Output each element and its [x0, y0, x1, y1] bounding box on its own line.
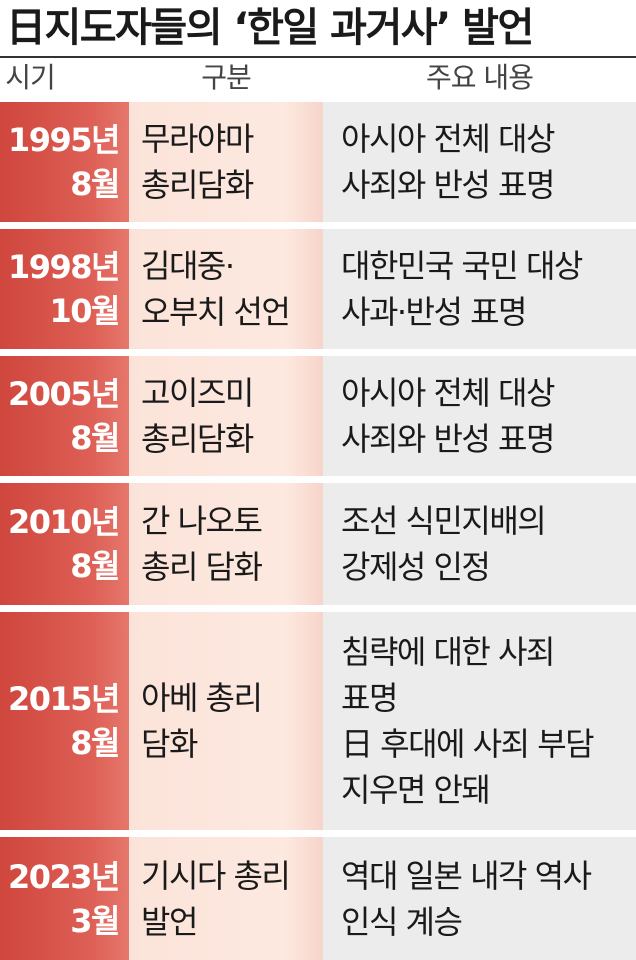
division-cell: 김대중· 오부치 선언 — [129, 229, 323, 349]
month-label: 8월 — [70, 165, 120, 203]
division-line: 아베 총리 — [141, 679, 263, 717]
content-line: 역대 일본 내각 역사 — [341, 856, 592, 895]
content-cell: 조선 식민지배의 강제성 인정 — [323, 483, 636, 605]
year-label: 2015년 — [7, 680, 121, 718]
top-rule — [0, 56, 636, 58]
division-line: 오부치 선언 — [141, 293, 291, 331]
content-line: 표명 — [341, 679, 398, 717]
content-line: 조선 식민지배의 — [341, 502, 547, 540]
content-line: 사죄와 반성 표명 — [341, 420, 555, 458]
month-label: 8월 — [70, 724, 120, 762]
date-cell: 1995년 8월 — [0, 102, 129, 222]
table-row: 2005년 8월 고이즈미 총리담화 아시아 전체 대상 사죄와 반성 표명 — [0, 356, 636, 476]
division-line: 총리담화 — [141, 166, 254, 204]
header-period: 시기 — [5, 61, 56, 94]
date-cell: 2023년 3월 — [0, 837, 129, 960]
year-label: 2023년 — [7, 857, 121, 896]
division-line: 총리 담화 — [141, 548, 263, 586]
division-cell: 고이즈미 총리담화 — [129, 356, 323, 476]
division-line: 고이즈미 — [141, 374, 254, 412]
division-cell: 무라야마 총리담화 — [129, 102, 323, 222]
division-line: 총리담화 — [141, 420, 254, 458]
month-label: 10월 — [49, 292, 121, 330]
content-line: 지우면 안돼 — [341, 771, 491, 809]
table-row: 2015년 8월 아베 총리 담화 침략에 대한 사죄 표명 日 후대에 사죄 … — [0, 612, 636, 830]
year-label: 1998년 — [7, 248, 121, 286]
year-label: 1995년 — [7, 121, 121, 159]
table-row: 2023년 3월 기시다 총리 발언 역대 일본 내각 역사 인식 계승 — [0, 837, 636, 960]
division-line: 담화 — [141, 725, 198, 763]
table-row: 1998년 10월 김대중· 오부치 선언 대한민국 국민 대상 사과·반성 표… — [0, 229, 636, 349]
division-cell: 기시다 총리 발언 — [129, 837, 323, 960]
division-line: 기시다 총리 — [141, 856, 291, 895]
content-line: 인식 계승 — [341, 902, 463, 941]
year-label: 2010년 — [7, 503, 121, 541]
division-cell: 아베 총리 담화 — [129, 612, 323, 830]
table-row: 2010년 8월 간 나오토 총리 담화 조선 식민지배의 강제성 인정 — [0, 483, 636, 605]
content-line: 아시아 전체 대상 — [341, 120, 555, 158]
content-line: 대한민국 국민 대상 — [341, 247, 583, 285]
date-cell: 2010년 8월 — [0, 483, 129, 605]
header-content: 주요 내용 — [426, 61, 534, 94]
header-category: 구분 — [201, 61, 252, 94]
month-label: 8월 — [70, 419, 120, 457]
month-label: 8월 — [70, 547, 120, 585]
content-line: 사과·반성 표명 — [341, 293, 527, 331]
division-line: 간 나오토 — [141, 502, 263, 540]
date-cell: 2015년 8월 — [0, 612, 129, 830]
division-line: 김대중· — [141, 247, 235, 285]
content-cell: 역대 일본 내각 역사 인식 계승 — [323, 837, 636, 960]
content-cell: 대한민국 국민 대상 사과·반성 표명 — [323, 229, 636, 349]
division-line: 무라야마 — [141, 120, 254, 158]
division-cell: 간 나오토 총리 담화 — [129, 483, 323, 605]
month-label: 3월 — [70, 901, 120, 940]
content-cell: 아시아 전체 대상 사죄와 반성 표명 — [323, 356, 636, 476]
content-line: 강제성 인정 — [341, 548, 491, 586]
content-cell: 침략에 대한 사죄 표명 日 후대에 사죄 부담 지우면 안돼 — [323, 612, 636, 830]
content-line: 침략에 대한 사죄 — [341, 633, 555, 671]
year-label: 2005년 — [7, 375, 121, 413]
division-line: 발언 — [141, 902, 198, 941]
page-title: 日지도자들의 ‘한일 과거사’ 발언 — [6, 5, 534, 51]
content-line: 사죄와 반성 표명 — [341, 166, 555, 204]
content-cell: 아시아 전체 대상 사죄와 반성 표명 — [323, 102, 636, 222]
date-cell: 1998년 10월 — [0, 229, 129, 349]
content-line: 日 후대에 사죄 부담 — [341, 725, 595, 763]
date-cell: 2005년 8월 — [0, 356, 129, 476]
table-row: 1995년 8월 무라야마 총리담화 아시아 전체 대상 사죄와 반성 표명 — [0, 102, 636, 222]
content-line: 아시아 전체 대상 — [341, 374, 555, 412]
